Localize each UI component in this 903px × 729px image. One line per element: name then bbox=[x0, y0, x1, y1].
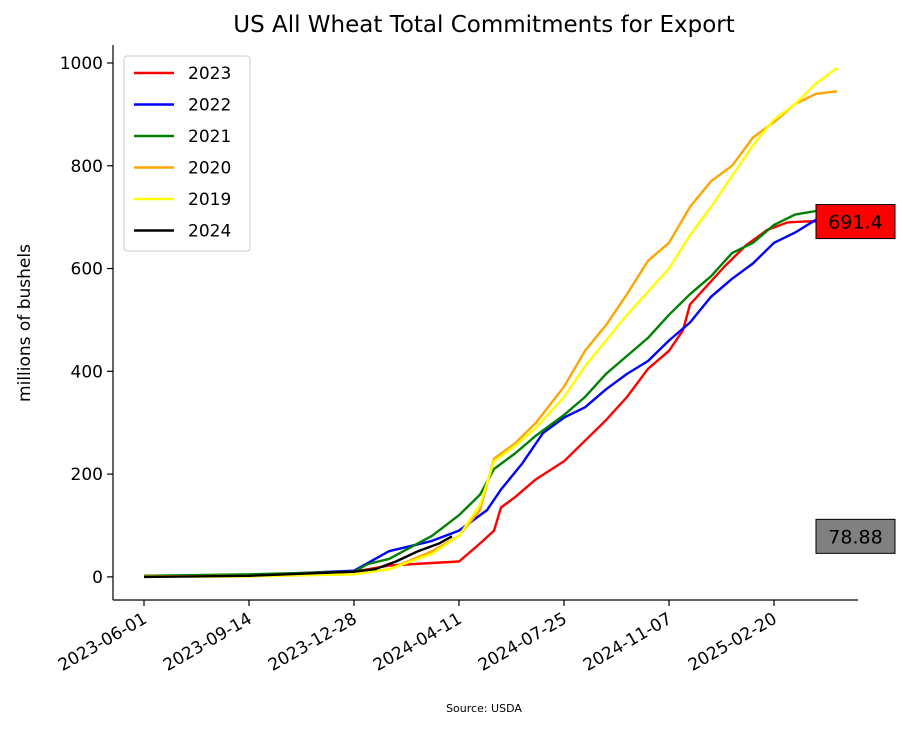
series-line-2024 bbox=[143, 535, 453, 579]
x-tick-label: 2024-04-11 bbox=[370, 609, 466, 676]
y-tick-label: 0 bbox=[92, 568, 103, 588]
legend-label-2024: 2024 bbox=[188, 222, 231, 242]
x-tick-label: 2025-02-20 bbox=[685, 609, 781, 676]
chart-title: US All Wheat Total Commitments for Expor… bbox=[233, 12, 735, 38]
x-tick-label: 2023-06-01 bbox=[55, 609, 151, 676]
x-ticks: 2023-06-01 2023-09-14 2023-12-28 2024-04-11… bbox=[55, 600, 781, 676]
x-tick-label: 2024-11-07 bbox=[580, 609, 676, 676]
x-tick-label: 2024-07-25 bbox=[475, 609, 571, 676]
series-line-2022 bbox=[143, 218, 838, 578]
legend: 2023 2022 2021 2020 2019 2024 bbox=[123, 55, 251, 252]
series-line-2019 bbox=[143, 67, 838, 579]
y-ticks: 0 200 400 600 800 1000 bbox=[60, 54, 113, 588]
y-tick-label: 600 bbox=[71, 260, 103, 280]
value-annotations: 691.4 78.88 bbox=[815, 204, 896, 554]
x-tick-label: 2023-09-14 bbox=[160, 609, 256, 676]
y-tick-label: 800 bbox=[71, 157, 103, 177]
legend-label-2021: 2021 bbox=[188, 127, 231, 147]
y-tick-label: 200 bbox=[71, 465, 103, 485]
legend-label-2020: 2020 bbox=[188, 159, 231, 179]
annotation-box bbox=[815, 518, 896, 554]
y-tick-label: 1000 bbox=[60, 54, 103, 74]
annotation-box bbox=[815, 204, 896, 240]
annotation-value: 691.4 bbox=[828, 212, 882, 234]
y-axis-label: millions of bushels bbox=[15, 244, 35, 402]
y-tick-label: 400 bbox=[71, 362, 103, 382]
legend-label-2019: 2019 bbox=[188, 190, 231, 210]
legend-label-2023: 2023 bbox=[188, 64, 231, 84]
series-line-2021 bbox=[143, 208, 838, 577]
series-line-2023 bbox=[143, 220, 831, 577]
plot-area bbox=[143, 67, 838, 579]
x-tick-label: 2023-12-28 bbox=[265, 609, 361, 676]
source-note: Source: USDA bbox=[446, 702, 522, 715]
series-line-2020 bbox=[143, 90, 838, 578]
legend-label-2022: 2022 bbox=[188, 96, 231, 116]
annotation-value: 78.88 bbox=[828, 526, 882, 548]
